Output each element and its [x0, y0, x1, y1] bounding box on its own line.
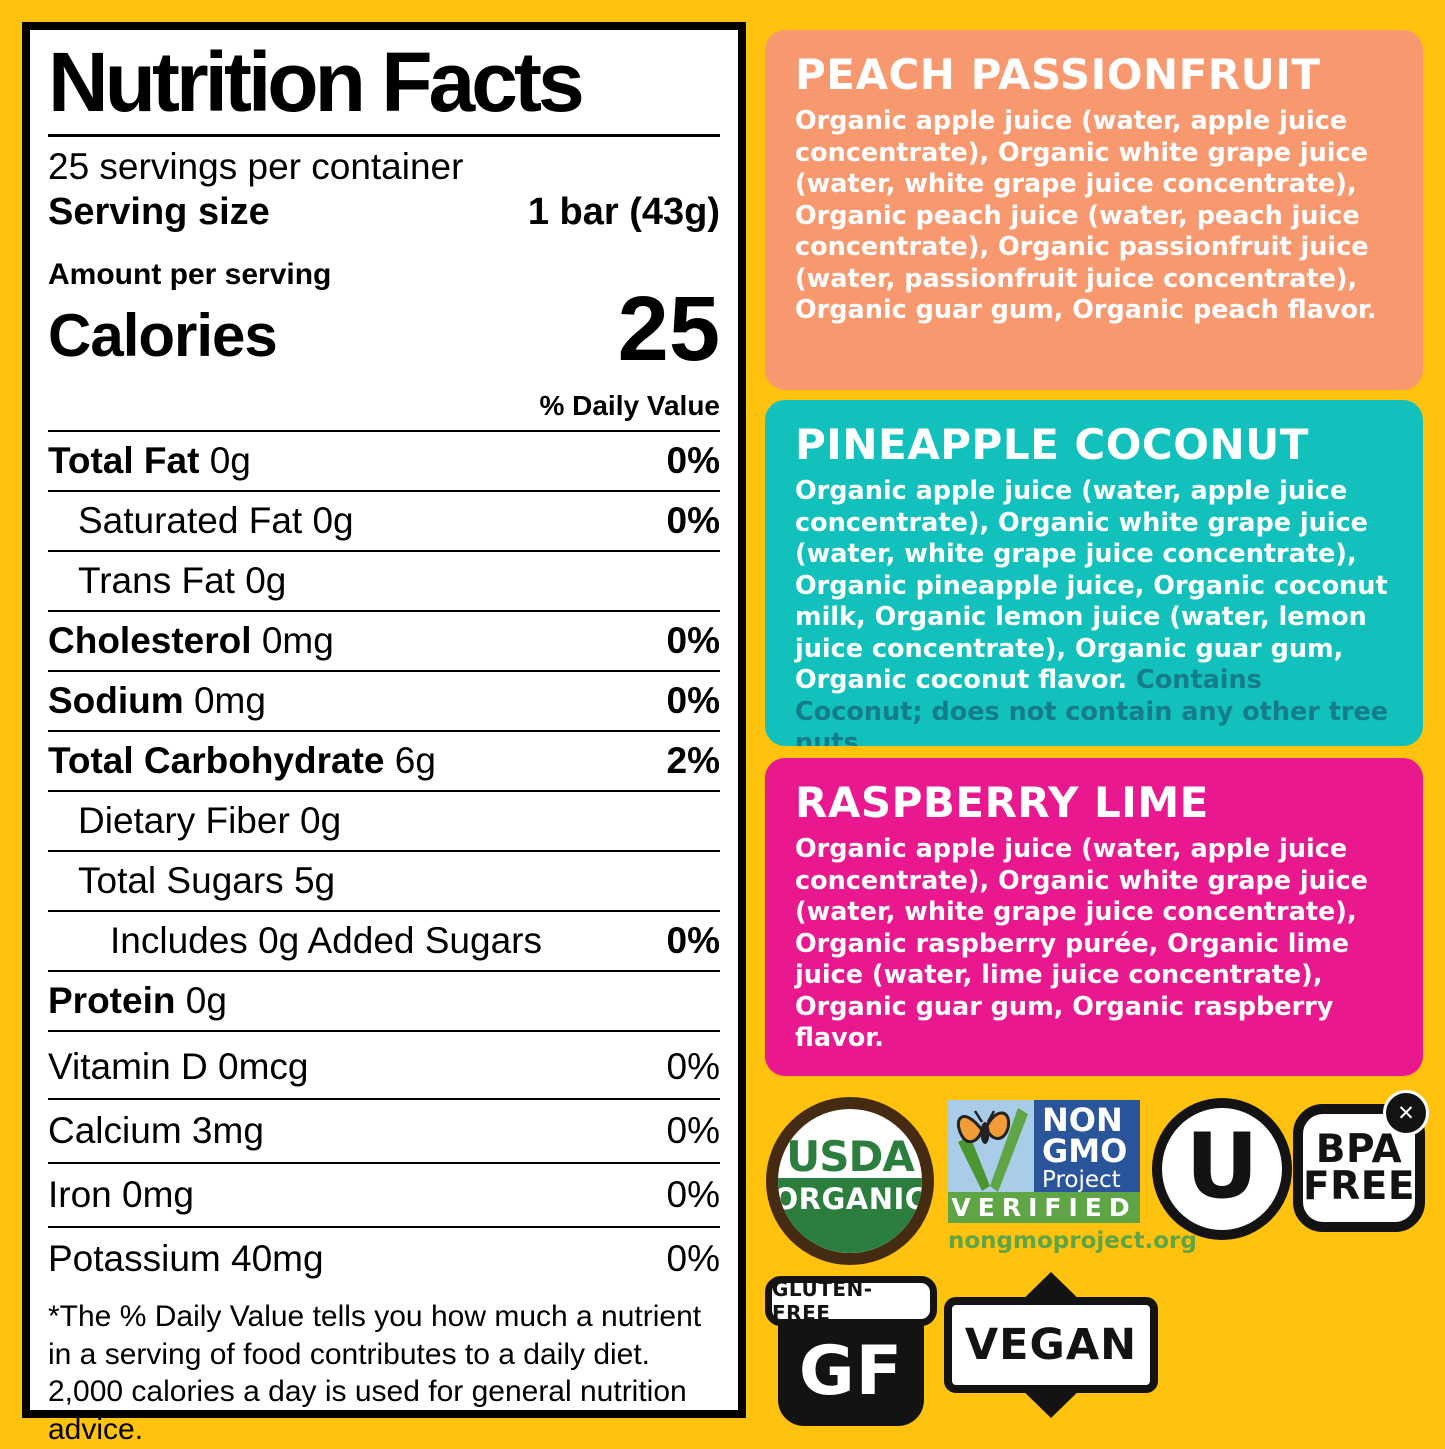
- organic-text: ORGANIC: [773, 1182, 927, 1217]
- vegan-text: VEGAN: [944, 1297, 1158, 1393]
- calories-row: Calories 25: [48, 278, 720, 381]
- amount-per-serving-label: Amount per serving: [48, 258, 332, 292]
- nutrition-facts-panel: Nutrition Facts 25 servings per containe…: [22, 22, 746, 1446]
- free-text: FREE: [1303, 1164, 1415, 1209]
- vegan-seal: VEGAN: [944, 1272, 1158, 1418]
- nongmo-url: nongmoproject.org: [948, 1228, 1197, 1254]
- flavor-box-pineapple-coconut: PINEAPPLE COCONUT Organic apple juice (w…: [765, 400, 1423, 746]
- flavor-title: PEACH PASSIONFRUIT: [795, 50, 1321, 99]
- usda-text: USDA: [786, 1132, 915, 1182]
- flavor-ingredients: Organic apple juice (water, apple juice …: [795, 834, 1368, 1054]
- nutrient-row-total-carbohydrate: Total Carbohydrate 6g 2%: [48, 732, 720, 792]
- flavor-title: RASPBERRY LIME: [795, 778, 1209, 827]
- calories-label: Calories: [48, 301, 278, 369]
- nutrient-row-trans-fat: Trans Fat 0g: [48, 552, 720, 612]
- verified-text: VERIFIED: [948, 1192, 1140, 1223]
- flavor-title: PINEAPPLE COCONUT: [795, 420, 1309, 469]
- gluten-free-seal: GLUTEN-FREE GF: [765, 1276, 937, 1426]
- nutrient-row-protein: Protein 0g: [48, 972, 720, 1032]
- serving-size-value: 1 bar (43g): [527, 191, 720, 234]
- serving-size-row: Serving size 1 bar (43g): [48, 191, 720, 234]
- nutrition-facts-title: Nutrition Facts: [48, 39, 720, 137]
- gluten-free-text: GLUTEN-FREE: [765, 1276, 937, 1326]
- calories-value: 25: [617, 278, 720, 381]
- nutrient-row-total-fat: Total Fat 0g 0%: [48, 432, 720, 492]
- flavor-box-peach-passionfruit: PEACH PASSIONFRUIT Organic apple juice (…: [765, 30, 1423, 390]
- flavor-ingredients: Organic apple juice (water, apple juice …: [795, 476, 1393, 746]
- nutrient-row-saturated-fat: Saturated Fat 0g 0%: [48, 492, 720, 552]
- ou-kosher-seal: U: [1152, 1098, 1292, 1240]
- kosher-u-text: U: [1185, 1114, 1259, 1219]
- bpa-free-seal: ✕ BPA FREE: [1293, 1090, 1429, 1232]
- micro-row-potassium: Potassium 40mg 0%: [48, 1237, 720, 1279]
- daily-value-footnote: *The % Daily Value tells you how much a …: [48, 1299, 702, 1447]
- non-text: NON: [1042, 1101, 1123, 1139]
- gf-text: GF: [778, 1316, 924, 1426]
- micro-row-iron: Iron 0mg 0%: [48, 1164, 720, 1228]
- nutrient-row-added-sugars: Includes 0g Added Sugars 0%: [48, 912, 720, 972]
- bpa-text: BPA: [1315, 1126, 1403, 1172]
- flavor-ingredients: Organic apple juice (water, apple juice …: [795, 106, 1377, 326]
- allergen-note: Contains Coconut; does not contain any o…: [795, 665, 1389, 746]
- non-gmo-project-seal: NON GMO Project VERIFIED nongmoproject.o…: [948, 1100, 1197, 1254]
- serving-size-label: Serving size: [48, 191, 270, 234]
- flavor-box-raspberry-lime: RASPBERRY LIME Organic apple juice (wate…: [765, 758, 1423, 1076]
- servings-per-container: 25 servings per container: [48, 145, 464, 187]
- nutrient-row-dietary-fiber: Dietary Fiber 0g: [48, 792, 720, 852]
- daily-value-header: % Daily Value: [48, 380, 720, 432]
- x-circle-icon: ✕: [1383, 1090, 1429, 1136]
- usda-organic-seal: USDA ORGANIC: [766, 1097, 934, 1265]
- gmo-text: GMO: [1042, 1132, 1128, 1171]
- micro-row-vitamin-d: Vitamin D 0mcg 0%: [48, 1036, 720, 1100]
- nutrient-row-cholesterol: Cholesterol 0mg 0%: [48, 612, 720, 672]
- nutrient-row-sodium: Sodium 0mg 0%: [48, 672, 720, 732]
- nutrient-row-total-sugars: Total Sugars 5g: [48, 852, 720, 912]
- butterfly-checkmark-icon: [956, 1108, 1028, 1192]
- project-text: Project: [1042, 1166, 1121, 1193]
- micro-row-calcium: Calcium 3mg 0%: [48, 1100, 720, 1164]
